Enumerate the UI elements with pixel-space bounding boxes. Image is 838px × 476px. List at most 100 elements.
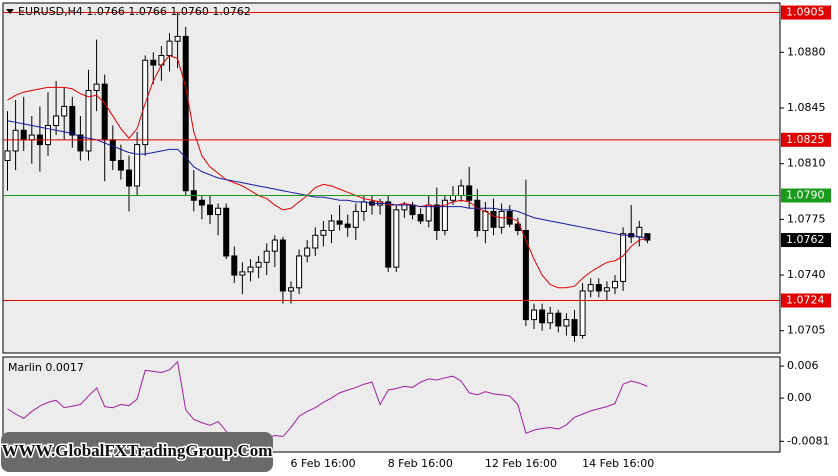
- candle-body: [207, 204, 213, 216]
- x-tick-label: 6 Feb 16:00: [291, 457, 356, 470]
- price-level-label: 1.0724: [786, 294, 825, 307]
- x-tick-label: 8 Feb 16:00: [388, 457, 453, 470]
- candle-body: [441, 199, 448, 231]
- candle-body: [433, 204, 440, 232]
- candle-body: [69, 105, 76, 136]
- candle-body: [304, 247, 311, 257]
- candle-body: [344, 223, 351, 228]
- menu-arrow: [6, 9, 14, 14]
- candle-body: [555, 312, 562, 327]
- candle-body: [425, 204, 432, 222]
- candle-body: [409, 204, 416, 216]
- candle-body: [539, 309, 546, 324]
- price-level-box: [781, 188, 831, 203]
- candle-body: [61, 105, 68, 117]
- candle-body: [328, 220, 335, 231]
- candle-body: [45, 125, 51, 146]
- y-tick-label: 1.0740: [787, 268, 826, 281]
- candle-body: [239, 271, 246, 276]
- candle-body: [482, 210, 489, 231]
- candle-body: [490, 210, 497, 228]
- candle-body: [312, 234, 319, 249]
- candle-body: [612, 280, 618, 289]
- candle-body: [636, 226, 643, 238]
- candle-body: [474, 199, 481, 231]
- indicator-title: Marlin 0.0017: [8, 361, 84, 374]
- candle-body: [215, 207, 222, 216]
- candle-body: [134, 144, 141, 187]
- candle-body: [401, 204, 408, 211]
- candle-body: [531, 309, 537, 321]
- price-level-label: 1.0790: [786, 189, 825, 202]
- x-tick-label: 12 Feb 16:00: [485, 457, 557, 470]
- watermark-box: [1, 432, 273, 472]
- candle-body: [522, 230, 529, 321]
- y-tick-label: 1.0810: [787, 157, 826, 170]
- candle-body: [296, 255, 303, 289]
- candle-body: [393, 209, 400, 268]
- candle-body: [563, 319, 570, 327]
- candle-body: [12, 129, 19, 152]
- candle-body: [166, 40, 173, 57]
- candle-body: [126, 169, 132, 187]
- candle-body: [271, 239, 278, 252]
- y-tick-label: 1.0880: [787, 45, 826, 58]
- candle-body: [20, 129, 27, 141]
- indicator-line: [7, 360, 648, 441]
- candle-body: [279, 239, 286, 292]
- candle-body: [101, 83, 108, 141]
- price-level-box: [781, 132, 831, 147]
- candle-body: [231, 255, 238, 276]
- candle-body: [255, 261, 262, 268]
- candle-body: [579, 290, 586, 337]
- candle-body: [85, 90, 92, 152]
- price-level-box: [781, 5, 831, 20]
- candle-body: [4, 150, 11, 161]
- candle-body: [182, 35, 189, 192]
- main-panel: [2, 2, 781, 354]
- candle-body: [198, 199, 205, 206]
- candle-body: [360, 201, 367, 212]
- candle-body: [644, 233, 651, 241]
- x-tick-label: 14 Feb 16:00: [582, 457, 654, 470]
- candle-body: [247, 266, 254, 273]
- candle-body: [458, 185, 465, 196]
- candle-body: [603, 287, 610, 292]
- candle-body: [109, 139, 116, 161]
- candle-body: [417, 214, 424, 222]
- y-tick-label: 0.006: [787, 359, 819, 372]
- y-tick-label: 1.0705: [787, 324, 826, 337]
- candle-body: [587, 284, 594, 292]
- last-price-box: [781, 233, 831, 248]
- candle-body: [77, 134, 84, 152]
- candle-body: [595, 284, 602, 292]
- price-level-box: [781, 293, 831, 308]
- watermark: WWW.GlobalFXTradingGroup.Com: [0, 432, 274, 472]
- candle-body: [117, 160, 124, 171]
- candle-body: [450, 195, 456, 201]
- y-tick-label: -0.0081: [787, 434, 829, 447]
- candle-body: [174, 35, 181, 42]
- y-tick-label: 0.00: [787, 391, 812, 404]
- candle-body: [28, 134, 35, 141]
- moving-average: [7, 54, 648, 289]
- candle-body: [150, 59, 157, 66]
- candle-body: [263, 250, 270, 263]
- candle-body: [466, 185, 473, 201]
- candle-body: [93, 83, 100, 91]
- candle-body: [288, 287, 294, 292]
- y-tick-label: 1.0775: [787, 212, 826, 225]
- y-tick-label: 1.0845: [787, 101, 826, 114]
- candle-body: [223, 207, 230, 257]
- candle-body: [53, 115, 60, 126]
- last-price-label: 1.0762: [786, 233, 825, 246]
- chart-title: EURUSD,H4 1.0766 1.0766 1.0760 1.0762: [18, 5, 251, 18]
- price-level-label: 1.0825: [786, 133, 825, 146]
- candle-body: [320, 230, 327, 236]
- watermark-text: WWW.GlobalFXTradingGroup.Com: [2, 441, 273, 460]
- candle-body: [498, 210, 505, 228]
- candle-body: [547, 312, 554, 324]
- candle-body: [571, 319, 578, 337]
- candle-body: [352, 210, 359, 228]
